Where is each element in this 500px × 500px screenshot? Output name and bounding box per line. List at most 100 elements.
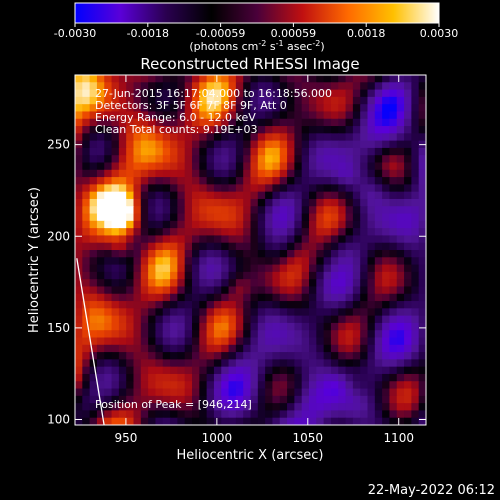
heatmap-cell [301,315,310,324]
heatmap-cell [294,279,303,288]
heatmap-cell [235,111,244,120]
heatmap-cell [206,206,215,215]
heatmap-cell [243,133,252,142]
heatmap-cell [287,147,295,156]
heatmap-cell [411,140,420,149]
heatmap-cell [235,104,244,113]
heatmap-cell [360,293,369,302]
heatmap-cell [199,286,208,295]
heatmap-cell [338,308,347,317]
heatmap-cell [89,118,98,127]
heatmap-cell [89,330,98,339]
heatmap-cell [192,381,200,390]
heatmap-cell [301,177,310,185]
heatmap-cell [162,184,171,193]
heatmap-cell [192,344,200,353]
heatmap-cell [82,213,91,222]
heatmap-cell [75,286,83,295]
heatmap-cell [309,169,317,178]
heatmap-cell [75,330,83,339]
heatmap-cell [177,140,186,149]
heatmap-cell [250,155,259,164]
plot-frame [74,74,427,426]
heatmap-cell [338,293,347,302]
heatmap-cell [228,286,237,295]
heatmap-cell [104,96,113,105]
heatmap-cell [272,155,281,164]
heatmap-cell [316,308,325,317]
heatmap-cell [213,388,222,397]
heatmap-cell [96,366,105,375]
heatmap-cell [309,359,317,368]
heatmap-cell [89,155,98,164]
heatmap-cell [272,147,281,156]
heatmap-cell [404,96,412,105]
heatmap-cell [272,388,281,397]
heatmap-cell [96,315,105,324]
heatmap-cell [265,111,274,120]
heatmap-cell [228,366,237,375]
heatmap-cell [301,410,310,419]
heatmap-cell [309,96,317,105]
heatmap-cell [367,89,376,98]
heatmap-cell [316,293,325,302]
heatmap-cell [411,315,420,324]
heatmap-cell [418,228,426,237]
heatmap-cell [148,352,157,360]
heatmap-cell [118,111,127,120]
heatmap-cell [104,220,113,229]
heatmap-cell [235,417,244,425]
heatmap-cell [367,373,376,382]
heatmap-cell [382,140,391,149]
heatmap-cell [323,381,332,390]
heatmap-cell [323,308,332,317]
heatmap-cell [316,75,325,83]
heatmap-cell [126,177,135,185]
heatmap-cell [96,191,105,200]
heatmap-cell [82,337,91,346]
heatmap-cell [96,133,105,142]
heatmap-cell [389,133,398,142]
heatmap-cell [82,198,91,207]
heatmap-cell [411,184,420,193]
heatmap-cell [287,366,295,375]
heatmap-cell [221,395,230,404]
colorbar-tick-label: -0.00059 [196,27,245,40]
heatmap-cell [111,315,120,324]
heatmap-cell [133,111,142,120]
heatmap-cell [133,279,142,288]
heatmap-cell [206,177,215,185]
heatmap-cell [396,220,405,229]
heatmap-cell [243,286,252,295]
heatmap-cell [411,344,420,353]
heatmap-cell [287,315,295,324]
heatmap-cell [404,388,412,397]
heatmap-cell [155,330,164,339]
heatmap-cell [257,301,266,309]
heatmap-cell [192,126,200,134]
heatmap-cell [389,96,398,105]
heatmap-cell [111,184,120,193]
x-tick-label: 1100 [383,431,414,445]
heatmap-cell [309,315,317,324]
heatmap-cell [367,184,376,193]
heatmap-cell [235,264,244,273]
heatmap-cell [316,286,325,295]
heatmap-cell [162,315,171,324]
heatmap-cell [316,315,325,324]
heatmap-cell [360,133,369,142]
heatmap-cell [345,337,354,346]
heatmap-cell [148,359,157,368]
heatmap-cell [338,198,347,207]
heatmap-cell [221,366,230,375]
heatmap-cell [104,82,113,91]
heatmap-cell [140,250,149,258]
heatmap-cell [140,177,149,185]
heatmap-cell [316,359,325,368]
heatmap-cell [309,104,317,113]
heatmap-cell [221,352,230,360]
heatmap-cell [382,301,391,309]
heatmap-cell [352,140,361,149]
heatmap-cell [250,111,259,120]
heatmap-cell [374,75,383,83]
